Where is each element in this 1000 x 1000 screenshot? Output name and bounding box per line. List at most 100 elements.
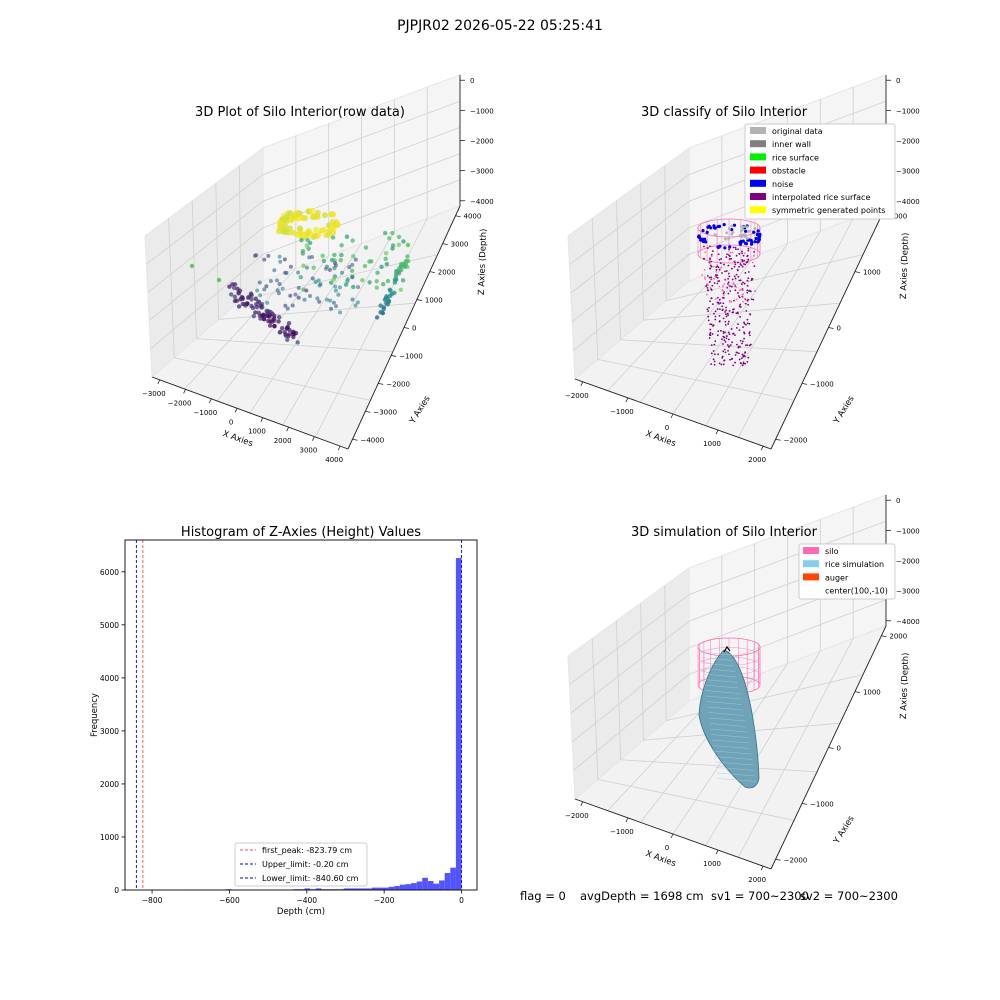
silo-point: [710, 255, 713, 258]
x-tick: [760, 866, 764, 871]
interpolated-point: [744, 344, 747, 347]
interpolated-point: [711, 284, 714, 287]
interpolated-point: [724, 351, 727, 354]
data-point: [297, 225, 304, 232]
data-point: [293, 292, 298, 297]
z-tick-label: −1000: [896, 527, 920, 535]
y-axis-label: Y Axies: [831, 814, 857, 847]
surface-mesh-line: [707, 706, 743, 711]
data-point: [381, 282, 386, 287]
surface-mesh-line: [708, 717, 746, 722]
interpolated-point: [732, 246, 735, 249]
z-tick-label: 0: [896, 77, 900, 85]
interpolated-point: [737, 352, 740, 355]
interpolated-point: [729, 285, 731, 287]
data-point: [264, 284, 269, 289]
y-tick-label: −1000: [399, 352, 423, 360]
outlier-point: [216, 277, 222, 283]
interpolated-point: [725, 315, 728, 318]
data-point: [347, 265, 352, 270]
data-point: [333, 288, 338, 293]
y-tick-label: 3000: [451, 241, 469, 249]
surface-mesh-line: [702, 668, 736, 672]
surface-mesh-line: [706, 701, 742, 705]
histogram-bar: [422, 877, 428, 890]
data-point: [367, 280, 372, 285]
interpolated-point: [746, 261, 749, 263]
y-tick: [378, 382, 384, 385]
original-point: [745, 237, 749, 240]
data-point: [250, 305, 256, 311]
data-point: [331, 277, 336, 282]
interpolated-point: [733, 275, 736, 278]
interpolated-point: [742, 326, 744, 328]
data-point: [300, 232, 307, 239]
interpolated-point: [714, 340, 717, 343]
y-tick-label: 4000: [464, 213, 482, 221]
interpolated-point: [747, 271, 750, 273]
y-tick: [403, 327, 410, 329]
interpolated-point: [718, 314, 721, 317]
interpolated-point: [744, 355, 746, 358]
interpolated-point: [727, 314, 730, 317]
interpolated-point: [744, 263, 747, 266]
interpolated-point: [739, 361, 742, 364]
data-point: [240, 295, 245, 300]
data-point: [382, 230, 388, 236]
legend-label: center(100,-10): [825, 587, 888, 596]
data-point: [339, 243, 344, 248]
histogram-bar: [439, 880, 445, 890]
data-point: [290, 303, 295, 308]
y-tick-label: 2000: [889, 633, 907, 641]
interpolated-point: [728, 310, 731, 312]
data-point: [324, 297, 329, 302]
interpolated-point: [750, 298, 753, 301]
y-tick: [416, 299, 422, 301]
silo-point: [721, 288, 724, 291]
data-point: [253, 253, 258, 258]
y-axis-label: Frequency: [90, 693, 100, 737]
interpolated-point: [747, 303, 750, 306]
y-tick: [775, 858, 781, 861]
interpolated-point: [708, 281, 711, 283]
interpolated-point: [741, 265, 744, 268]
data-point: [258, 293, 263, 298]
interpolated-point: [741, 353, 744, 356]
data-point: [288, 293, 293, 298]
data-point: [291, 334, 296, 340]
y-tick-label: 2000: [438, 269, 456, 277]
data-point: [383, 256, 388, 262]
grid-line: [573, 599, 887, 771]
surface-mesh-line: [704, 684, 739, 689]
silo-point: [752, 254, 755, 257]
data-point: [299, 237, 304, 243]
data-point: [302, 215, 309, 222]
data-point: [400, 278, 406, 283]
interpolated-point: [710, 352, 713, 355]
original-point: [739, 233, 742, 237]
y-tick-label: 2000: [100, 780, 119, 789]
y-tick: [455, 215, 461, 218]
interpolated-point: [710, 363, 713, 366]
histogram-bar: [377, 887, 384, 890]
interpolated-point: [726, 335, 728, 337]
data-point: [302, 297, 307, 302]
data-point: [309, 207, 316, 214]
histogram-bar: [383, 887, 389, 890]
interpolated-point: [709, 328, 712, 331]
data-point: [283, 333, 289, 338]
interpolated-point: [752, 298, 755, 301]
interpolated-point: [724, 341, 727, 343]
surface-mesh-line: [702, 673, 737, 678]
x-tick-label: −1000: [610, 828, 634, 836]
grid-line: [591, 218, 795, 401]
legend-box: [798, 543, 896, 600]
data-point: [367, 259, 372, 264]
interpolated-point: [746, 318, 749, 321]
data-point: [282, 257, 287, 262]
interpolated-point: [739, 279, 742, 282]
legend-label: silo: [825, 547, 839, 556]
interpolated-point: [739, 263, 742, 265]
interpolated-point: [730, 257, 733, 260]
interpolated-point: [743, 282, 746, 285]
